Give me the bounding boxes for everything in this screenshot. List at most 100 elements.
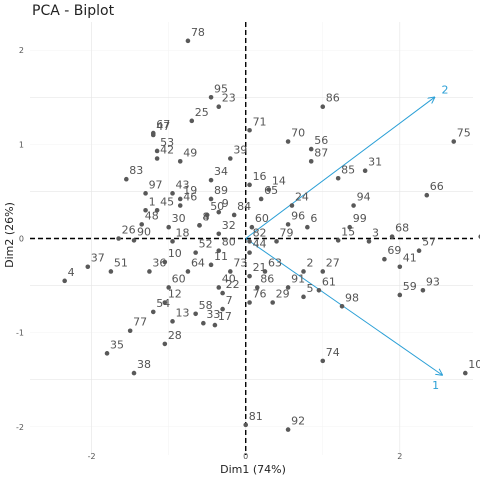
- data-point: [243, 422, 249, 428]
- data-point: [216, 209, 222, 215]
- data-point-label: 14: [272, 175, 286, 188]
- data-point-label: 32: [222, 219, 236, 232]
- data-point: [216, 285, 222, 290]
- data-point: [247, 273, 252, 279]
- data-point: [162, 259, 168, 265]
- data-point: [154, 156, 160, 161]
- data-point: [462, 370, 468, 376]
- data-point: [143, 207, 148, 213]
- data-point: [285, 222, 291, 227]
- data-point: [139, 222, 145, 227]
- data-point: [212, 322, 218, 328]
- data-point: [104, 351, 110, 356]
- data-point-label: 89: [214, 184, 228, 197]
- data-point-label: 83: [129, 164, 143, 177]
- data-point: [147, 269, 152, 274]
- data-point: [220, 290, 225, 296]
- data-point-label: 5: [307, 282, 314, 295]
- data-point: [339, 303, 345, 309]
- data-point-label: 66: [430, 180, 444, 193]
- data-point-label: 53: [160, 136, 174, 149]
- data-point: [62, 278, 67, 284]
- data-point: [154, 207, 160, 213]
- data-point: [154, 148, 160, 154]
- data-point-label: 45: [160, 195, 174, 208]
- data-point-label: 65: [264, 184, 278, 197]
- data-point-label: 51: [114, 256, 128, 269]
- data-point-label: 97: [149, 178, 163, 191]
- data-point-label: 17: [218, 310, 232, 323]
- data-point-label: 52: [199, 238, 213, 251]
- data-point-label: 71: [253, 115, 267, 128]
- data-point-label: 68: [395, 222, 409, 235]
- data-point-label: 79: [280, 226, 294, 239]
- data-point: [316, 287, 322, 293]
- variable-arrow-label: 1: [432, 379, 439, 392]
- data-point: [166, 285, 171, 290]
- data-point: [301, 269, 306, 274]
- data-point-label: 78: [191, 26, 205, 39]
- data-point-label: 75: [457, 127, 471, 140]
- data-point-label: 63: [268, 256, 282, 269]
- data-point: [216, 248, 222, 254]
- x-tick-label: 0: [243, 452, 248, 461]
- data-point: [116, 236, 121, 241]
- data-point: [193, 311, 198, 317]
- data-point-label: 49: [183, 146, 197, 159]
- data-point: [320, 104, 326, 110]
- data-point-label: 19: [183, 184, 197, 197]
- data-point: [320, 358, 326, 364]
- data-point: [335, 175, 341, 181]
- data-point-label: 86: [260, 272, 274, 285]
- data-point: [170, 191, 175, 196]
- data-point: [189, 118, 195, 124]
- data-point: [108, 269, 114, 274]
- data-point-label: 7: [226, 294, 233, 307]
- data-point: [216, 231, 222, 237]
- data-point-label: 4: [202, 210, 209, 223]
- data-point-label: 67: [156, 118, 170, 131]
- variable-arrow-label: 2: [441, 83, 448, 96]
- data-point: [320, 269, 326, 274]
- data-point-label: 12: [168, 288, 182, 301]
- data-point: [416, 248, 422, 254]
- data-point-label: 37: [91, 252, 105, 265]
- x-tick-label: 2: [397, 452, 402, 461]
- data-point-label: 61: [322, 275, 336, 288]
- data-point: [362, 168, 368, 174]
- data-point-label: 56: [314, 134, 328, 147]
- data-point-label: 22: [226, 278, 240, 291]
- data-point: [308, 146, 314, 152]
- data-point-label: 91: [291, 272, 305, 285]
- data-point-label: 26: [122, 224, 136, 237]
- data-point-label: 30: [172, 212, 186, 225]
- data-point: [208, 196, 214, 202]
- data-point-label: 85: [341, 163, 355, 176]
- y-tick-label: -1: [16, 329, 24, 338]
- data-point-label: 8: [202, 210, 209, 223]
- data-point: [301, 294, 306, 300]
- data-point: [335, 238, 341, 243]
- data-point-label: 9: [222, 197, 229, 210]
- data-point: [258, 196, 264, 202]
- y-tick-label: 1: [19, 140, 24, 149]
- data-point-label: 34: [214, 165, 228, 178]
- data-point-label: 27: [326, 256, 340, 269]
- data-point-label: 87: [314, 146, 328, 159]
- data-point-label: 59: [403, 280, 417, 293]
- data-point-label: 74: [326, 346, 340, 359]
- data-point: [170, 239, 175, 244]
- data-point-label: 24: [295, 191, 309, 204]
- data-point-label: 99: [353, 212, 367, 225]
- data-point: [204, 212, 210, 218]
- data-point-label: 33: [206, 308, 220, 321]
- data-point: [270, 300, 275, 305]
- data-point: [170, 319, 175, 324]
- data-point: [201, 320, 206, 326]
- data-point-label: 80: [222, 236, 236, 249]
- data-point-label: 57: [422, 236, 436, 249]
